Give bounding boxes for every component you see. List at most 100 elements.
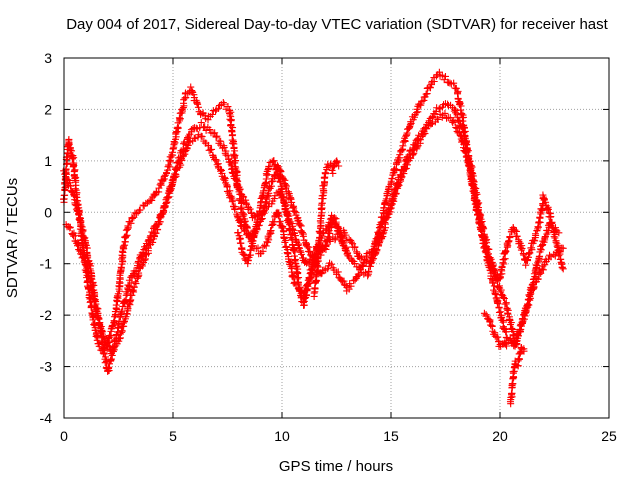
data-point <box>531 237 539 245</box>
data-point <box>530 270 538 278</box>
data-point <box>473 190 481 198</box>
y-tick-label: 0 <box>44 204 52 220</box>
data-point <box>135 269 143 277</box>
data-point <box>332 218 340 226</box>
y-tick-labels: -4 -3 -2 -1 0 1 2 3 <box>40 50 53 426</box>
data-point <box>197 119 205 127</box>
data-point <box>342 281 350 289</box>
data-point <box>213 132 221 140</box>
data-point <box>285 258 293 266</box>
data-point <box>450 79 458 87</box>
data-point <box>182 141 190 149</box>
data-point <box>499 294 507 302</box>
data-point <box>343 249 351 257</box>
data-point <box>542 198 550 206</box>
data-point <box>79 226 87 234</box>
data-point <box>236 186 244 194</box>
data-point <box>380 204 388 212</box>
data-point <box>149 238 157 246</box>
data-point <box>494 333 502 341</box>
data-point <box>454 90 462 98</box>
data-point <box>448 117 456 125</box>
data-point <box>131 209 139 217</box>
data-point <box>236 235 244 243</box>
data-point <box>249 237 257 245</box>
data-point <box>212 133 220 141</box>
data-point <box>208 145 216 153</box>
data-point <box>322 241 330 249</box>
data-point <box>480 225 488 233</box>
data-point <box>148 196 156 204</box>
data-point <box>119 242 127 250</box>
data-point <box>387 202 395 210</box>
data-point <box>373 246 381 254</box>
data-point <box>259 187 267 195</box>
data-point <box>502 299 510 307</box>
data-point <box>229 139 237 147</box>
data-point <box>406 122 414 130</box>
data-point <box>130 213 138 221</box>
data-point <box>206 126 214 134</box>
data-point <box>80 233 88 241</box>
data-point <box>243 231 251 239</box>
data-point <box>228 165 236 173</box>
data-point <box>290 247 298 255</box>
data-point <box>63 159 71 167</box>
data-point <box>316 234 324 242</box>
data-point <box>555 229 563 237</box>
data-point <box>456 101 464 109</box>
data-point <box>89 316 97 324</box>
data-point <box>220 144 228 152</box>
data-point <box>454 116 462 124</box>
data-point <box>514 332 522 340</box>
data-point <box>540 195 548 203</box>
y-tick-label: 3 <box>44 50 52 66</box>
data-point <box>110 346 118 354</box>
data-point <box>92 332 100 340</box>
data-point <box>457 121 465 129</box>
data-point <box>325 233 333 241</box>
x-tick-label: 20 <box>492 428 508 444</box>
data-point <box>66 179 74 187</box>
data-point <box>71 185 79 193</box>
data-point <box>204 141 212 149</box>
data-point <box>237 205 245 213</box>
data-point <box>202 126 210 134</box>
data-point <box>201 112 209 120</box>
data-point <box>538 265 546 273</box>
data-point <box>502 247 510 255</box>
data-point <box>558 259 566 267</box>
y-tick-label: 1 <box>44 153 52 169</box>
data-point <box>452 84 460 92</box>
x-tick-label: 15 <box>383 428 399 444</box>
data-point <box>381 219 389 227</box>
data-point <box>545 223 553 231</box>
data-point <box>262 242 270 250</box>
data-point <box>169 148 177 156</box>
data-point <box>164 194 172 202</box>
data-point <box>377 234 385 242</box>
data-point <box>357 265 365 273</box>
data-point <box>178 105 186 113</box>
data-point <box>516 325 524 333</box>
data-point <box>167 186 175 194</box>
data-point <box>252 245 260 253</box>
data-point <box>284 188 292 196</box>
data-point <box>558 263 566 271</box>
data-point <box>389 190 397 198</box>
data-point <box>109 322 117 330</box>
data-point <box>524 300 532 308</box>
data-point <box>452 123 460 131</box>
data-point <box>520 251 528 259</box>
data-point <box>66 223 74 231</box>
data-point <box>172 129 180 137</box>
data-point <box>320 174 328 182</box>
data-point <box>552 224 560 232</box>
data-point <box>247 246 255 254</box>
data-point <box>440 76 448 84</box>
data-point <box>75 246 83 254</box>
data-point <box>75 215 83 223</box>
data-point <box>394 180 401 188</box>
data-point <box>487 255 495 263</box>
data-point <box>109 347 117 355</box>
